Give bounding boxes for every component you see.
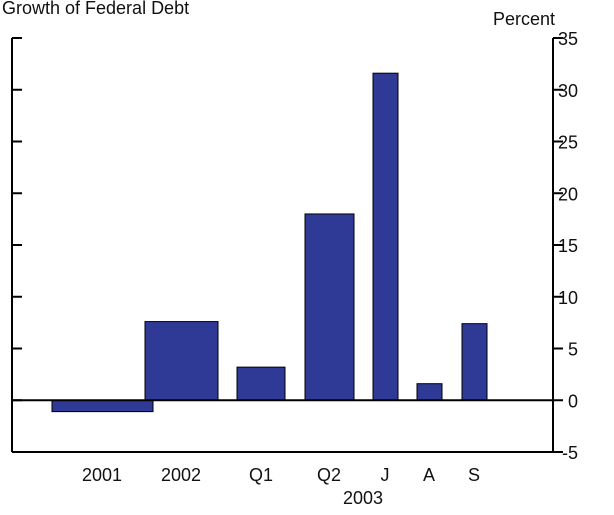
x-tick-label: Q1 — [249, 465, 273, 485]
x-tick-label: Q2 — [317, 465, 341, 485]
y-tick-label: -5 — [562, 443, 578, 463]
x-tick-label: A — [423, 465, 435, 485]
x-tick-label: 2001 — [82, 465, 122, 485]
bar — [304, 213, 355, 401]
y-tick-label: 20 — [558, 184, 578, 204]
group-label: 2003 — [343, 488, 383, 508]
y-tick-label: 5 — [568, 340, 578, 360]
chart-title: Growth of Federal Debt — [2, 0, 189, 18]
y-tick-label: 35 — [558, 29, 578, 49]
bar — [144, 321, 219, 401]
y-tick-label: 30 — [558, 81, 578, 101]
bar — [461, 323, 488, 401]
x-tick-label: J — [381, 465, 390, 485]
bar — [372, 72, 399, 401]
bar — [416, 383, 443, 401]
y-tick-label: 10 — [558, 288, 578, 308]
y-tick-label: 0 — [568, 391, 578, 411]
bar — [236, 366, 286, 401]
y-axis-label: Percent — [493, 9, 555, 29]
bar — [51, 399, 154, 413]
y-tick-label: 25 — [558, 133, 578, 153]
y-tick-label: 15 — [558, 236, 578, 256]
x-tick-label: S — [468, 465, 480, 485]
x-tick-label: 2002 — [161, 465, 201, 485]
